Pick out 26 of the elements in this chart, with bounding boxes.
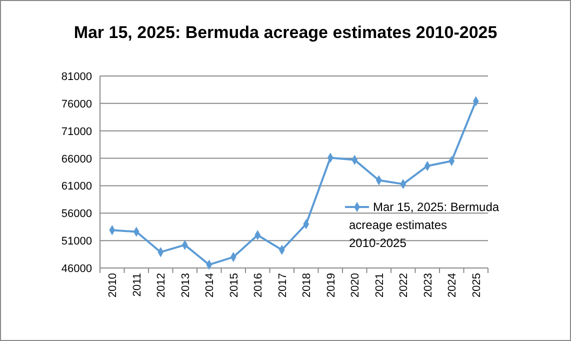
x-tick-label: 2025: [470, 273, 483, 298]
y-tick-label: 56000: [61, 208, 92, 220]
y-tick-label: 76000: [61, 98, 92, 110]
x-tick-label: 2020: [350, 273, 362, 298]
legend-label: Mar 15, 2025: Bermuda acreage estimates 2010-2025: [349, 200, 500, 250]
x-tick-label: 2013: [180, 273, 192, 298]
x-tick-label: 2016: [252, 273, 265, 298]
y-tick-label: 51000: [61, 236, 92, 248]
x-tick-label: 2019: [325, 273, 338, 298]
y-tick-label: 61000: [61, 180, 92, 193]
x-tick-label: 2022: [398, 273, 410, 298]
y-tick-label: 66000: [61, 153, 92, 166]
x-tick-label: 2012: [156, 273, 168, 298]
x-tick-label: 2023: [422, 273, 434, 298]
chart-title: Mar 15, 2025: Bermuda acreage estimates 2010-2025: [74, 23, 498, 42]
x-tick-label: 2011: [131, 273, 144, 297]
x-tick-label: 2015: [228, 273, 240, 298]
y-tick-label: 81000: [61, 71, 92, 83]
y-tick-label: 71000: [61, 126, 92, 138]
x-tick-label: 2014: [204, 273, 216, 298]
x-tick-label: 2018: [301, 273, 314, 298]
x-tick-label: 2017: [276, 273, 289, 298]
y-tick-label: 46000: [61, 263, 92, 275]
x-tick-label: 2024: [446, 273, 459, 298]
x-tick-label: 2010: [107, 273, 120, 298]
x-tick-label: 2021: [374, 273, 386, 298]
